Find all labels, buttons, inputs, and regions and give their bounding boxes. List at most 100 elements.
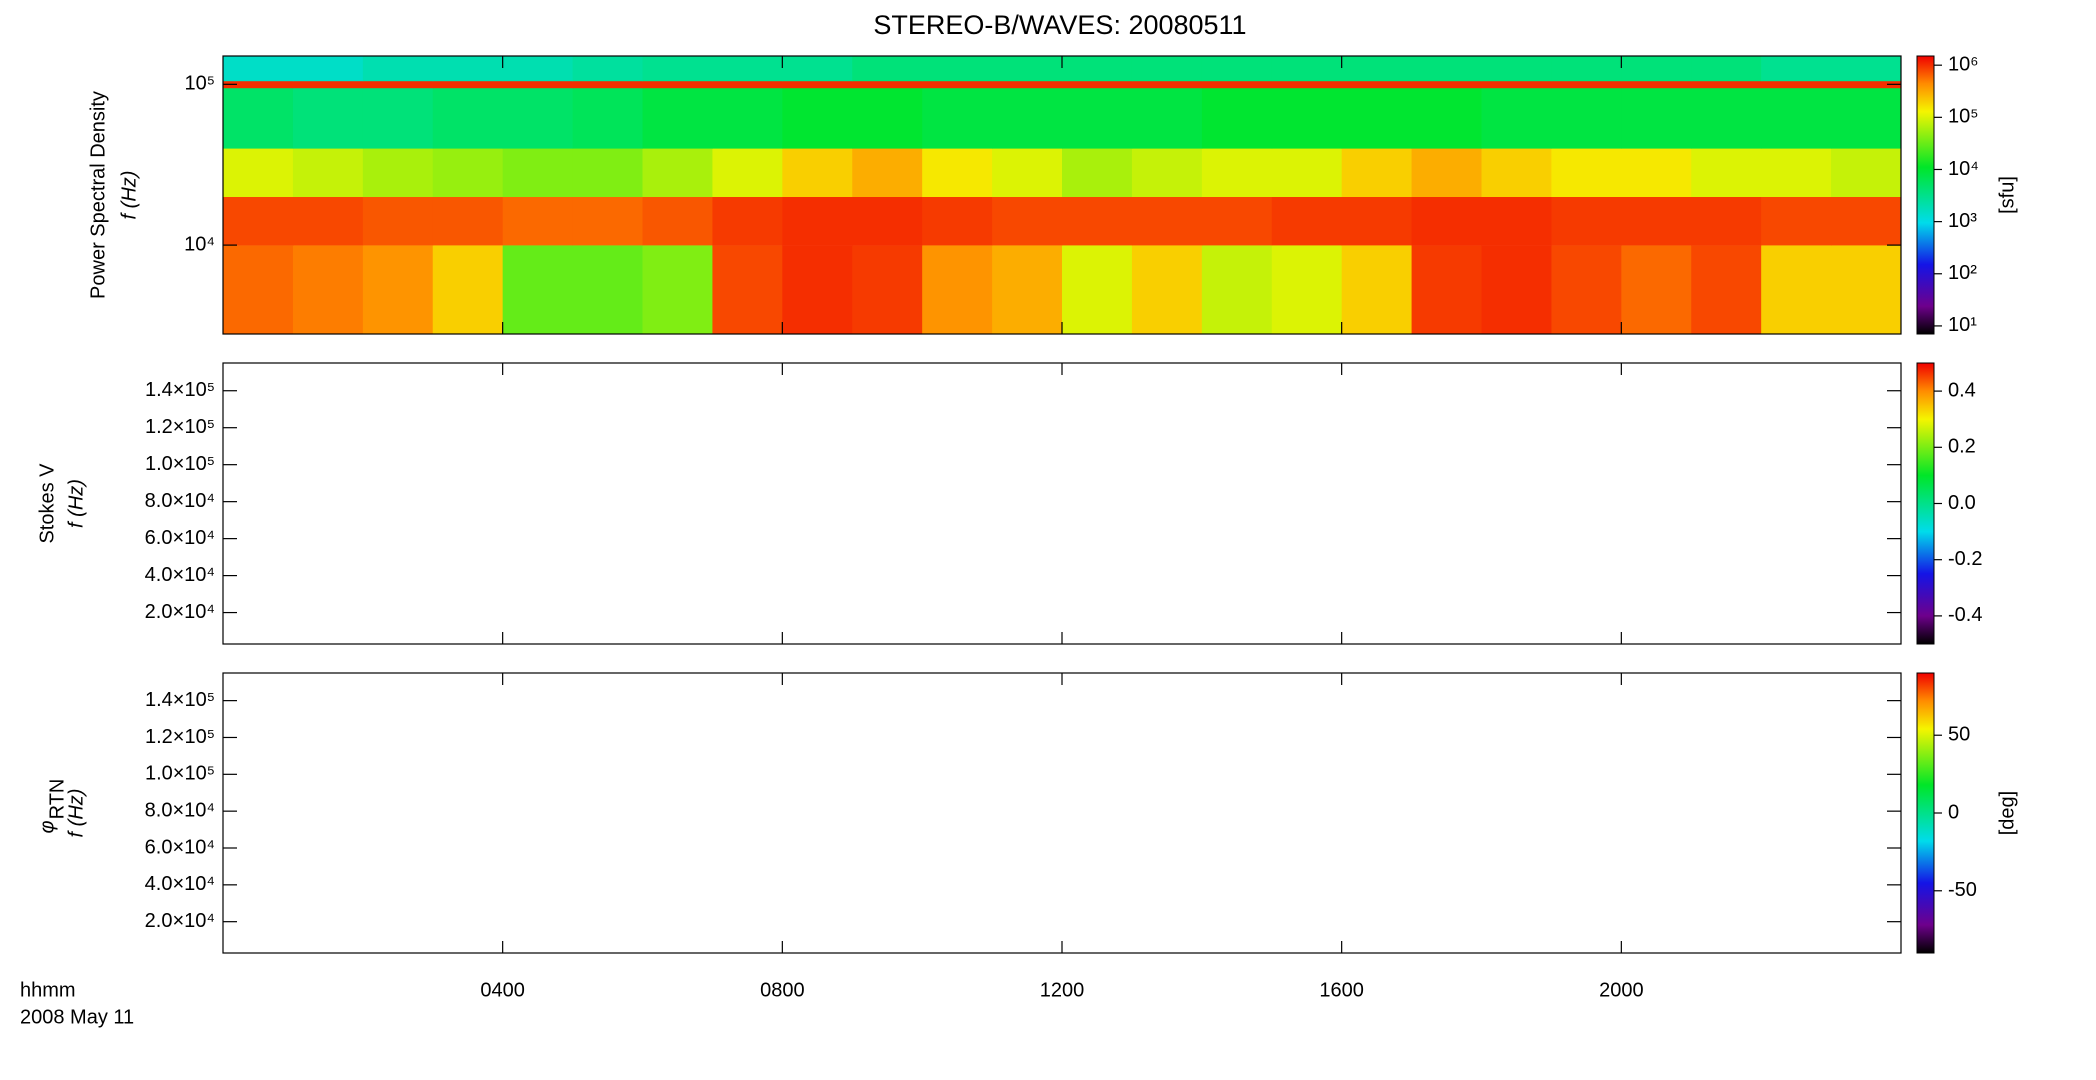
heatmap-cell bbox=[1831, 196, 1902, 246]
heatmap-cell bbox=[712, 80, 783, 89]
heatmap-cell bbox=[992, 245, 1063, 335]
heatmap-cell bbox=[502, 87, 574, 149]
colorbar-tick-label: 10⁶ bbox=[1948, 53, 1978, 75]
heatmap-cell bbox=[572, 87, 643, 149]
y-tick-label: 1.4×10⁵ bbox=[145, 379, 215, 401]
colorbar-tick-label: 10³ bbox=[1948, 210, 1977, 232]
heatmap-cell bbox=[1831, 87, 1902, 149]
heatmap-cell bbox=[1201, 245, 1273, 335]
colorbar-tick-label: 50 bbox=[1948, 724, 1970, 746]
heatmap-cell bbox=[432, 245, 504, 335]
heatmap-cell bbox=[572, 80, 643, 89]
y-tick-label: 6.0×10⁴ bbox=[145, 836, 215, 858]
colorbar-label: [deg] bbox=[1996, 791, 2018, 835]
heatmap-cell bbox=[1481, 87, 1552, 149]
heatmap-cell bbox=[782, 245, 853, 335]
heatmap-cell bbox=[1341, 245, 1413, 335]
heatmap-cell bbox=[1411, 80, 1482, 89]
colorbar-tick-label: 10² bbox=[1948, 262, 1977, 284]
heatmap-cell bbox=[502, 196, 574, 246]
colorbar-tick-label: -0.4 bbox=[1948, 604, 1982, 626]
heatmap-cell bbox=[1691, 245, 1762, 335]
heatmap-cell bbox=[1551, 87, 1622, 149]
heatmap-cell bbox=[223, 196, 294, 246]
heatmap-cell bbox=[223, 245, 294, 335]
heatmap-cell bbox=[1621, 245, 1692, 335]
heatmap-cell bbox=[852, 196, 923, 246]
heatmap-cell bbox=[1481, 80, 1552, 89]
heatmap-cell bbox=[1341, 56, 1413, 82]
heatmap-cell bbox=[1062, 80, 1133, 89]
y-axis-title: Power Spectral Density bbox=[87, 91, 109, 299]
heatmap-cell bbox=[1062, 148, 1133, 198]
heatmap-cell bbox=[1131, 148, 1203, 198]
heatmap-cell bbox=[642, 80, 713, 89]
heatmap-cell bbox=[1062, 196, 1133, 246]
y-tick-label: 2.0×10⁴ bbox=[145, 910, 215, 932]
colorbar-tick-label: 0.0 bbox=[1948, 492, 1976, 514]
heatmap-cell bbox=[1551, 80, 1622, 89]
heatmap-cell bbox=[1831, 56, 1902, 82]
heatmap-cell bbox=[642, 56, 713, 82]
heatmap-cell bbox=[642, 245, 713, 335]
heatmap-cell bbox=[292, 196, 364, 246]
heatmap-cell bbox=[712, 196, 783, 246]
heatmap-cell bbox=[1551, 148, 1622, 198]
heatmap-cell bbox=[1271, 56, 1343, 82]
heatmap-cell bbox=[1481, 148, 1552, 198]
heatmap-cell bbox=[1621, 80, 1692, 89]
heatmap-cell bbox=[1481, 56, 1552, 82]
heatmap-cell bbox=[223, 87, 294, 149]
heatmap-cell bbox=[223, 148, 294, 198]
heatmap-cell bbox=[1761, 56, 1832, 82]
heatmap-cell bbox=[922, 87, 993, 149]
heatmap-cell bbox=[782, 56, 853, 82]
heatmap-cell bbox=[1691, 80, 1762, 89]
colorbar-tick-label: -50 bbox=[1948, 879, 1977, 901]
y-tick-label: 4.0×10⁴ bbox=[145, 873, 215, 895]
heatmap-cell bbox=[1271, 87, 1343, 149]
heatmap-cell bbox=[1831, 80, 1902, 89]
y-tick-label: 1.4×10⁵ bbox=[145, 689, 215, 711]
heatmap-cell bbox=[852, 245, 923, 335]
heatmap-cell bbox=[572, 196, 643, 246]
heatmap-cell bbox=[223, 80, 294, 89]
heatmap-cell bbox=[1831, 148, 1902, 198]
colorbar-tick-label: 0 bbox=[1948, 801, 1959, 823]
heatmap-cell bbox=[292, 245, 364, 335]
heatmap-cell bbox=[712, 245, 783, 335]
heatmap-cell bbox=[1411, 56, 1482, 82]
heatmap-cell bbox=[1201, 87, 1273, 149]
heatmap-cell bbox=[1411, 245, 1482, 335]
y-axis-label: f (Hz) bbox=[65, 789, 87, 838]
heatmap-cell bbox=[1481, 196, 1552, 246]
figure-title: STEREO-B/WAVES: 20080511 bbox=[873, 10, 1246, 40]
heatmap-cell bbox=[1201, 148, 1273, 198]
heatmap-cell bbox=[1551, 245, 1622, 335]
y-tick-label: 1.0×10⁵ bbox=[145, 453, 215, 475]
heatmap-cell bbox=[782, 87, 853, 149]
heatmap-cell bbox=[992, 196, 1063, 246]
colorbar-tick-label: 0.4 bbox=[1948, 379, 1976, 401]
colorbar-tick-label: -0.2 bbox=[1948, 548, 1982, 570]
heatmap-cell bbox=[992, 148, 1063, 198]
heatmap-cell bbox=[1201, 56, 1273, 82]
heatmap-cell bbox=[572, 245, 643, 335]
x-tick-label: 1200 bbox=[1040, 979, 1085, 1001]
heatmap-cell bbox=[292, 87, 364, 149]
heatmap-cell bbox=[1131, 196, 1203, 246]
y-axis-symbol: φ bbox=[36, 820, 58, 833]
heatmap-cell bbox=[432, 196, 504, 246]
heatmap-cell bbox=[1411, 148, 1482, 198]
heatmap-cell bbox=[1691, 87, 1762, 149]
heatmap-cell bbox=[1131, 245, 1203, 335]
heatmap-cell bbox=[432, 148, 504, 198]
colorbar-tick-label: 10¹ bbox=[1948, 314, 1977, 336]
heatmap-cell bbox=[852, 87, 923, 149]
date-label: 2008 May 11 bbox=[20, 1006, 134, 1028]
heatmap-cell bbox=[1131, 80, 1203, 89]
heatmap-cell bbox=[362, 148, 434, 198]
heatmap-cell bbox=[1621, 87, 1692, 149]
y-axis-label: f (Hz) bbox=[65, 479, 87, 528]
